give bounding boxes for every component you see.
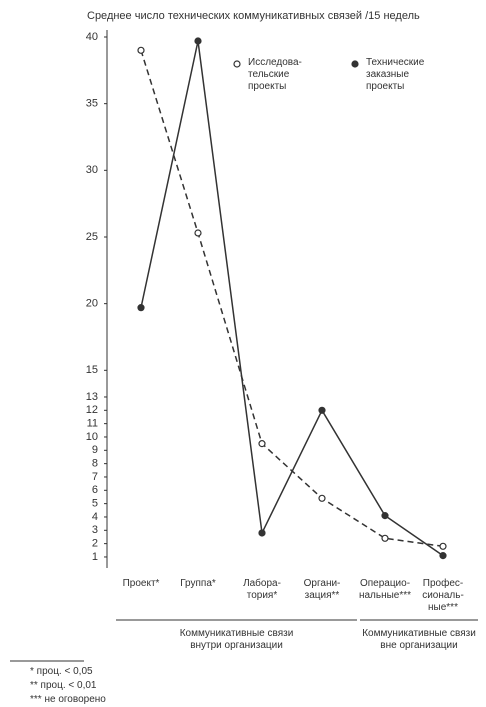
y-tick-label: 2 xyxy=(92,538,98,550)
y-tick-label: 25 xyxy=(86,231,98,243)
x-tick-label: Органи- зация** xyxy=(303,578,341,601)
point xyxy=(381,534,389,542)
y-tick-label: 20 xyxy=(86,298,98,310)
y-tick-label: 3 xyxy=(92,524,98,536)
legend-marker xyxy=(351,60,359,68)
point xyxy=(318,406,326,414)
point xyxy=(258,529,266,537)
y-tick-label: 8 xyxy=(92,458,98,470)
y-tick-label: 5 xyxy=(92,498,98,510)
y-tick-label: 10 xyxy=(86,431,98,443)
x-tick-label: Группа* xyxy=(180,578,216,589)
point xyxy=(439,542,447,550)
legend-label: Технические заказные проекты xyxy=(366,57,425,92)
y-tick-label: 1 xyxy=(92,551,98,563)
point xyxy=(137,46,145,54)
x-tick-label: Операцио- нальные*** xyxy=(358,578,412,601)
point xyxy=(137,304,145,312)
y-tick-label: 30 xyxy=(86,164,98,176)
x-tick-label: Проект* xyxy=(122,578,160,589)
y-tick-label: 12 xyxy=(86,404,98,416)
legend-label: Исследова- тельские проекты xyxy=(248,57,302,92)
group-label: Коммуникативные связи вне организации xyxy=(362,628,476,651)
y-tick-label: 9 xyxy=(92,444,98,456)
point xyxy=(258,440,266,448)
y-tick-label: 11 xyxy=(87,418,98,430)
point xyxy=(381,512,389,520)
point xyxy=(439,552,447,560)
y-tick-label: 35 xyxy=(86,98,98,110)
y-tick-label: 40 xyxy=(86,31,98,43)
point xyxy=(194,229,202,237)
group-label: Коммуникативные связи внутри организации xyxy=(179,628,294,651)
legend-marker xyxy=(233,60,241,68)
point xyxy=(318,494,326,502)
y-tick-label: 7 xyxy=(92,471,98,483)
chart-title: Среднее число технических коммуникативны… xyxy=(87,10,420,22)
y-tick-label: 13 xyxy=(86,391,98,403)
y-tick-label: 4 xyxy=(92,511,98,523)
y-tick-label: 15 xyxy=(86,364,98,376)
footnote: ** проц. < 0,01 xyxy=(30,680,97,691)
point xyxy=(194,37,202,45)
footnote: * проц. < 0,05 xyxy=(30,666,93,677)
x-tick-label: Лабора- тория* xyxy=(243,578,281,601)
y-tick-label: 6 xyxy=(92,484,98,496)
footnote: *** не оговорено xyxy=(30,694,106,705)
series-line xyxy=(140,40,444,557)
x-tick-label: Профес- сиональ- ные*** xyxy=(422,578,464,613)
